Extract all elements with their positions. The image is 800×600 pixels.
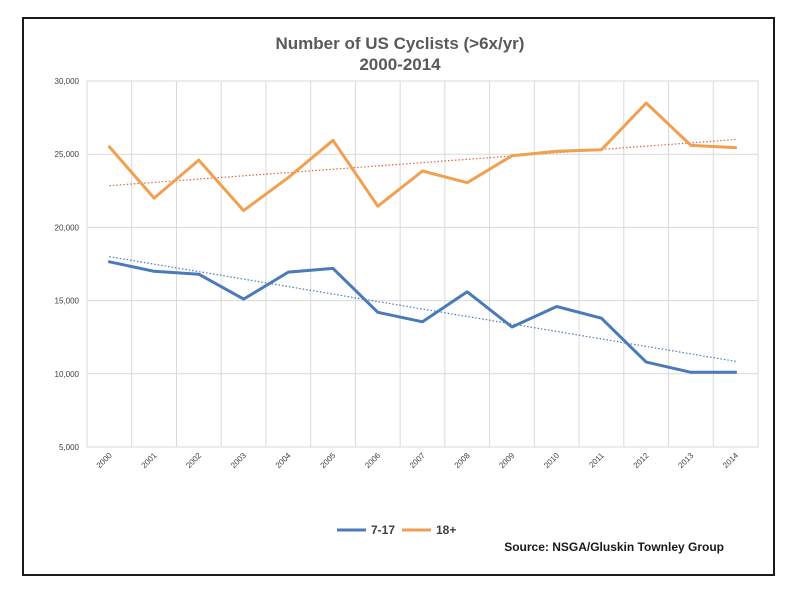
- y-tick-label: 15,000: [55, 297, 80, 306]
- trendline-18-plus: [109, 138, 736, 187]
- x-tick-label: 2006: [363, 451, 382, 470]
- x-tick-label: 2003: [229, 451, 248, 470]
- series-lines: [107, 101, 738, 374]
- y-tick-label: 10,000: [55, 370, 80, 379]
- y-tick-label: 5,000: [59, 443, 80, 452]
- source-note: Source: NSGA/Gluskin Townley Group: [504, 540, 724, 554]
- x-tick-label: 2005: [318, 451, 337, 470]
- x-tick-label: 2013: [676, 451, 695, 470]
- x-tick-label: 2007: [408, 451, 427, 470]
- x-tick-label: 2010: [542, 451, 561, 470]
- x-tick-label: 2011: [587, 451, 606, 470]
- trendline-7-17: [109, 256, 736, 362]
- vertical-gridlines: [86, 81, 759, 447]
- x-tick-label: 2000: [95, 451, 114, 470]
- x-tick-label: 2001: [140, 451, 159, 470]
- y-tick-label: 30,000: [55, 77, 80, 86]
- x-tick-label: 2002: [184, 451, 203, 470]
- legend-label-7-17: 7-17: [371, 523, 395, 537]
- x-axis-tick-labels: 2000 2001 2002 2003 2004 2005 2006 2007 2008 2009…: [95, 451, 741, 470]
- trendlines: [109, 138, 736, 362]
- y-tick-label: 25,000: [55, 150, 80, 159]
- chart-title: Number of US Cyclists (>6x/yr): [276, 34, 525, 53]
- chart-subtitle: 2000-2014: [359, 55, 441, 74]
- legend: 7-17 18+: [337, 523, 456, 537]
- series-line-7-17: [107, 260, 738, 374]
- horizontal-gridlines: [87, 80, 758, 448]
- series-line-18-plus: [107, 101, 738, 213]
- legend-label-18-plus: 18+: [436, 523, 456, 537]
- x-tick-label: 2004: [274, 451, 293, 470]
- x-tick-label: 2014: [721, 451, 740, 470]
- y-tick-label: 20,000: [55, 223, 80, 232]
- x-tick-label: 2008: [453, 451, 472, 470]
- y-axis-tick-labels: 5,000 10,000 15,000 20,000 25,000 30,000: [55, 77, 80, 452]
- chart-frame: [22, 17, 775, 576]
- x-tick-label: 2012: [632, 451, 651, 470]
- x-tick-label: 2009: [497, 451, 516, 470]
